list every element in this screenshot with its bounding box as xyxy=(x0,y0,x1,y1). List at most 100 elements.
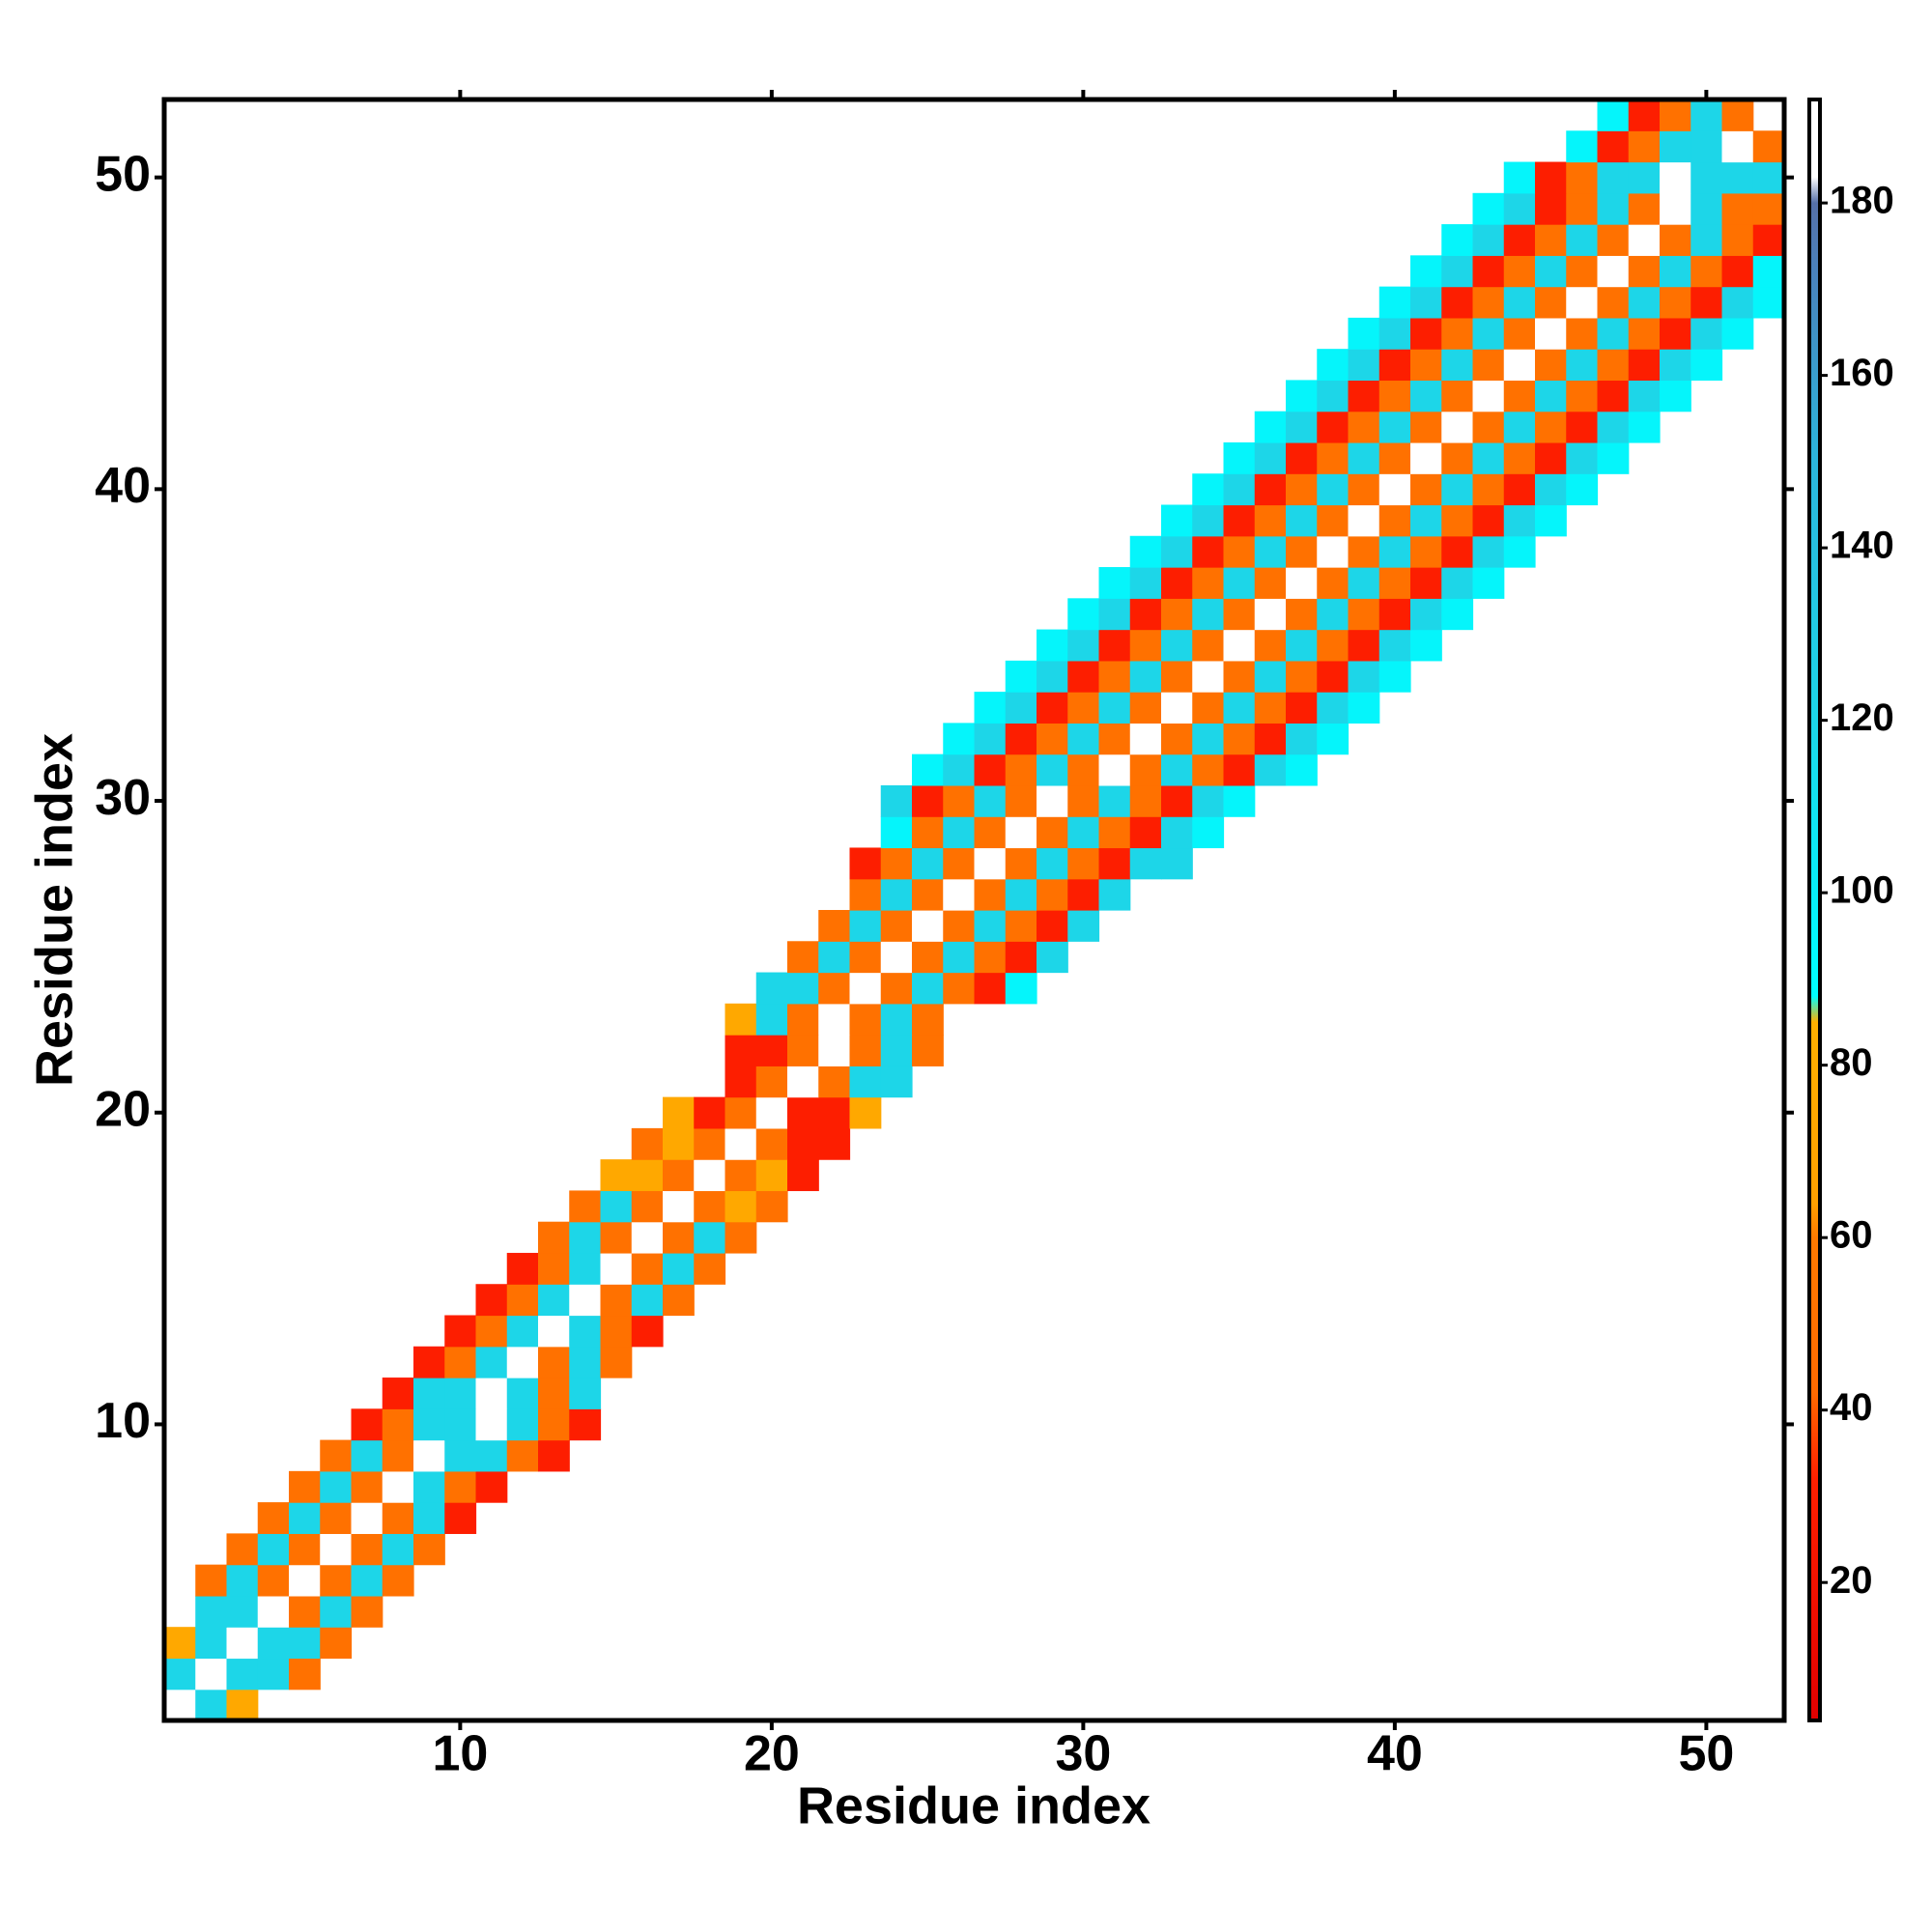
heatmap-cell xyxy=(1566,286,1599,319)
heatmap-cell xyxy=(849,972,882,1005)
heatmap-cell xyxy=(506,1346,539,1378)
heatmap-cell xyxy=(1037,629,1068,662)
heatmap-cell xyxy=(849,1096,882,1129)
heatmap-cell xyxy=(382,1470,414,1503)
heatmap-cell xyxy=(1535,411,1567,443)
heatmap-cell xyxy=(663,1096,695,1129)
heatmap-cell xyxy=(351,1502,384,1534)
heatmap-cell xyxy=(818,1003,851,1036)
heatmap-cell xyxy=(1067,660,1100,693)
heatmap-cell xyxy=(880,941,913,974)
heatmap-cell xyxy=(1535,504,1567,537)
heatmap-cell xyxy=(506,1378,539,1409)
heatmap-cell xyxy=(1286,535,1318,568)
heatmap-cell xyxy=(538,1221,570,1254)
heatmap-cell xyxy=(1037,784,1068,817)
heatmap-cell xyxy=(1628,380,1661,412)
heatmap-cell xyxy=(880,1003,913,1036)
heatmap-cell xyxy=(1098,660,1131,693)
heatmap-cell xyxy=(351,1408,384,1441)
heatmap-cell xyxy=(1503,224,1536,256)
heatmap-cell xyxy=(351,1470,384,1503)
heatmap-cell xyxy=(1660,286,1691,319)
heatmap-cell xyxy=(1037,692,1068,724)
y-tick-label: 20 xyxy=(95,1081,151,1137)
heatmap-cell xyxy=(880,847,913,880)
heatmap-cell xyxy=(1317,349,1350,382)
heatmap-cell xyxy=(1254,692,1287,724)
heatmap-cell xyxy=(1660,380,1691,412)
heatmap-cell xyxy=(1317,473,1350,506)
heatmap-cell xyxy=(1005,660,1037,693)
heatmap-cell xyxy=(1317,411,1350,443)
heatmap-cell xyxy=(755,1127,788,1160)
heatmap-cell xyxy=(694,1127,726,1160)
heatmap-cell xyxy=(787,1003,819,1036)
heatmap-cell xyxy=(974,910,1007,942)
heatmap-cell xyxy=(413,1439,445,1472)
heatmap-cell xyxy=(1348,598,1380,631)
heatmap-cell xyxy=(475,1408,508,1441)
heatmap-cell xyxy=(1129,784,1162,817)
heatmap-cell xyxy=(1597,380,1630,412)
heatmap-cell xyxy=(444,1439,477,1472)
heatmap-cell xyxy=(974,847,1007,880)
heatmap-cell xyxy=(1628,192,1661,225)
heatmap-cell xyxy=(1192,784,1225,817)
heatmap-cell xyxy=(1067,784,1100,817)
heatmap-cell xyxy=(1223,598,1256,631)
heatmap-cell xyxy=(912,941,944,974)
heatmap-cell xyxy=(226,1533,259,1566)
heatmap-cell xyxy=(912,753,944,786)
heatmap-cell xyxy=(1161,692,1193,724)
heatmap-cell xyxy=(1005,816,1037,849)
heatmap-cell xyxy=(1597,411,1630,443)
heatmap-cell xyxy=(569,1315,602,1348)
heatmap-cell xyxy=(1752,161,1785,194)
heatmap-cell xyxy=(1161,723,1193,755)
heatmap-cell xyxy=(1348,411,1380,443)
heatmap-cell xyxy=(351,1564,384,1597)
heatmap-cell xyxy=(1317,723,1350,755)
heatmap-cell xyxy=(1067,753,1100,786)
heatmap-cell xyxy=(1378,349,1411,382)
heatmap-cell xyxy=(1348,441,1380,474)
heatmap-cell xyxy=(912,910,944,942)
heatmap-cell xyxy=(912,878,944,911)
heatmap-cell xyxy=(600,1190,633,1223)
heatmap-cell xyxy=(1192,723,1225,755)
heatmap-cell xyxy=(1472,317,1505,350)
heatmap-cell xyxy=(1472,192,1505,225)
heatmap-cell xyxy=(1129,692,1162,724)
heatmap-cell xyxy=(1161,535,1193,568)
heatmap-cell xyxy=(1286,504,1318,537)
heatmap-cell xyxy=(1286,629,1318,662)
heatmap-cell xyxy=(787,1035,819,1066)
heatmap-cell xyxy=(1721,99,1754,131)
heatmap-cell xyxy=(724,1003,757,1036)
heatmap-cell xyxy=(1378,535,1411,568)
heatmap-cell xyxy=(1566,161,1599,194)
heatmap-cell xyxy=(1535,441,1567,474)
heatmap-cell xyxy=(1503,161,1536,194)
heatmap-cell xyxy=(1098,598,1131,631)
heatmap-cell xyxy=(600,1315,633,1348)
heatmap-cell xyxy=(755,1159,788,1192)
heatmap-cell xyxy=(1441,224,1474,256)
heatmap-cell xyxy=(1067,598,1100,631)
heatmap-cell xyxy=(1472,411,1505,443)
heatmap-cell xyxy=(164,1689,196,1721)
heatmap-cell xyxy=(1410,598,1442,631)
heatmap-cell xyxy=(1472,535,1505,568)
heatmap-cell xyxy=(1223,504,1256,537)
heatmap-cell xyxy=(475,1346,508,1378)
heatmap-cell xyxy=(1503,192,1536,225)
heatmap-cell xyxy=(1161,816,1193,849)
heatmap-cell xyxy=(1721,224,1754,256)
heatmap-cell xyxy=(257,1658,290,1690)
heatmap-cell xyxy=(631,1315,664,1348)
heatmap-cell xyxy=(818,1127,851,1160)
heatmap-cell xyxy=(1503,441,1536,474)
colorbar-tick-label: 180 xyxy=(1830,180,1894,222)
heatmap-cell xyxy=(943,723,976,755)
